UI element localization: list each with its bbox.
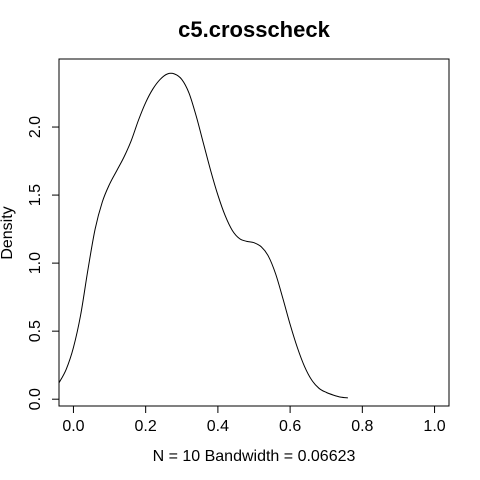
y-tick-label: 1.5 [27,184,44,206]
y-tick-label: 1.0 [27,252,44,274]
y-tick-label: 0.0 [27,388,44,410]
y-axis-label: Density [0,206,16,259]
x-axis: 0.0 0.2 0.4 0.6 0.8 1.0 [62,405,446,435]
x-tick-label: 1.0 [423,418,445,435]
x-tick-label: 0.4 [207,418,229,435]
x-tick-label: 0.6 [279,418,301,435]
density-line [58,72,348,399]
x-tick-label: 0.8 [351,418,373,435]
x-tick-label: 0.0 [62,418,84,435]
y-tick-label: 0.5 [27,320,44,342]
plot-frame [58,58,450,407]
y-tick-label: 2.0 [27,116,44,138]
y-axis: 0.0 0.5 1.0 1.5 2.0 [27,116,60,410]
x-axis-label: N = 10 Bandwidth = 0.06623 [153,448,356,465]
chart-title: c5.crosscheck [178,17,330,42]
x-tick-label: 0.2 [135,418,157,435]
